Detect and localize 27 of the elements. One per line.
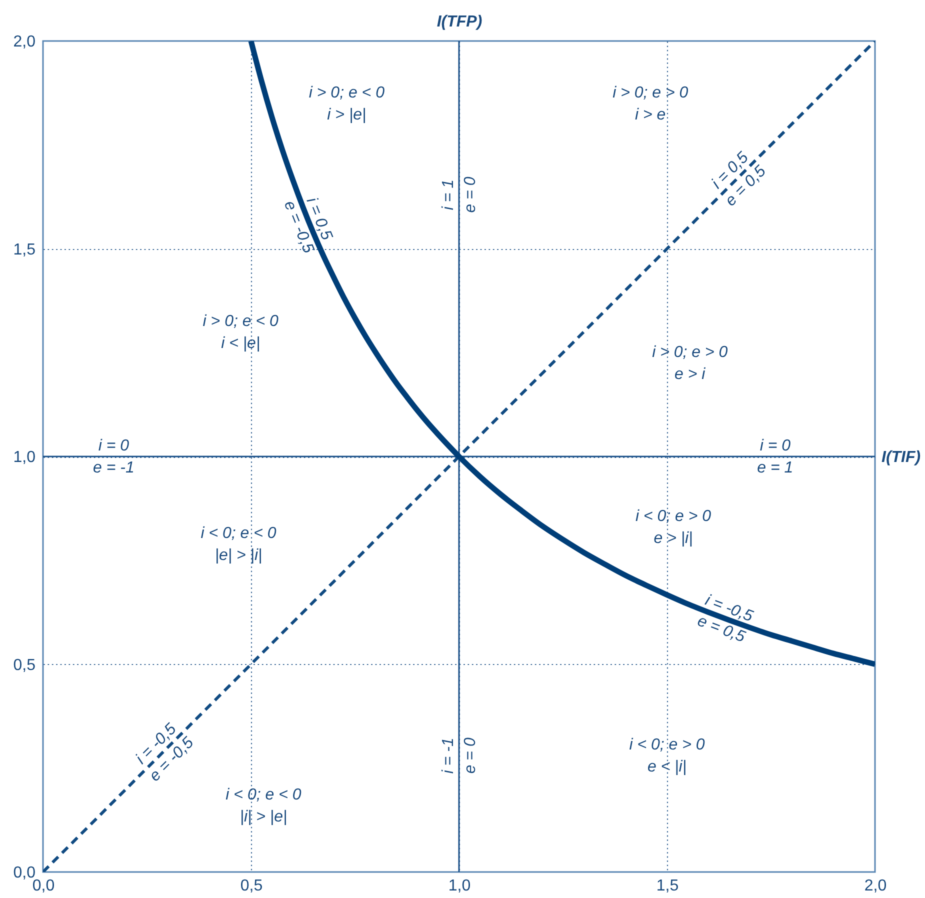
annotation: i > 0; e < 0 i < |e| bbox=[202, 312, 279, 352]
annotation: i = 0,5 e = -0,5 bbox=[280, 195, 336, 256]
annotation: i < 0; e < 0 |i| > |e| bbox=[226, 786, 302, 826]
y-tick-label: 0,5 bbox=[13, 656, 36, 674]
annotation: i < 0; e < 0 |e| > |i| bbox=[200, 524, 276, 564]
x-tick-label: 2,0 bbox=[864, 878, 887, 894]
y-tick-label: 1,5 bbox=[13, 241, 36, 258]
x-tick-label: 1,0 bbox=[448, 878, 471, 894]
annotation: i < 0; e > 0 e > |i| bbox=[635, 508, 712, 548]
annotation: i > 0; e < 0 i > |e| bbox=[308, 84, 385, 124]
annotation: i = -0,5 e = 0,5 bbox=[695, 592, 756, 646]
annotation: i = 0 e = 1 bbox=[757, 438, 794, 476]
annotation: i = 1 e = 0 bbox=[440, 176, 479, 213]
annotation: i = 0,5 e = 0,5 bbox=[708, 149, 770, 210]
annotation: i > 0; e > 0 i > e bbox=[612, 84, 688, 124]
annotation: i = 0 e = -1 bbox=[93, 438, 134, 476]
annotation: i > 0; e > 0 e > i bbox=[652, 344, 728, 384]
y-tick-label: 2,0 bbox=[13, 34, 36, 50]
annotation: i = -0,5 e = -0,5 bbox=[132, 720, 198, 785]
y-tick-label: 1,0 bbox=[13, 449, 36, 466]
x-tick-label: 0,5 bbox=[240, 878, 263, 894]
annotation: i < 0; e > 0 e < |i| bbox=[629, 736, 705, 776]
x-tick-label: 0,0 bbox=[32, 878, 55, 894]
x-tick-label: 1,5 bbox=[656, 878, 679, 894]
y-axis-title: I(TFP) bbox=[436, 14, 482, 30]
annotation: i = -1 e = 0 bbox=[440, 738, 479, 774]
x-axis-title: I(TIF) bbox=[882, 449, 921, 466]
